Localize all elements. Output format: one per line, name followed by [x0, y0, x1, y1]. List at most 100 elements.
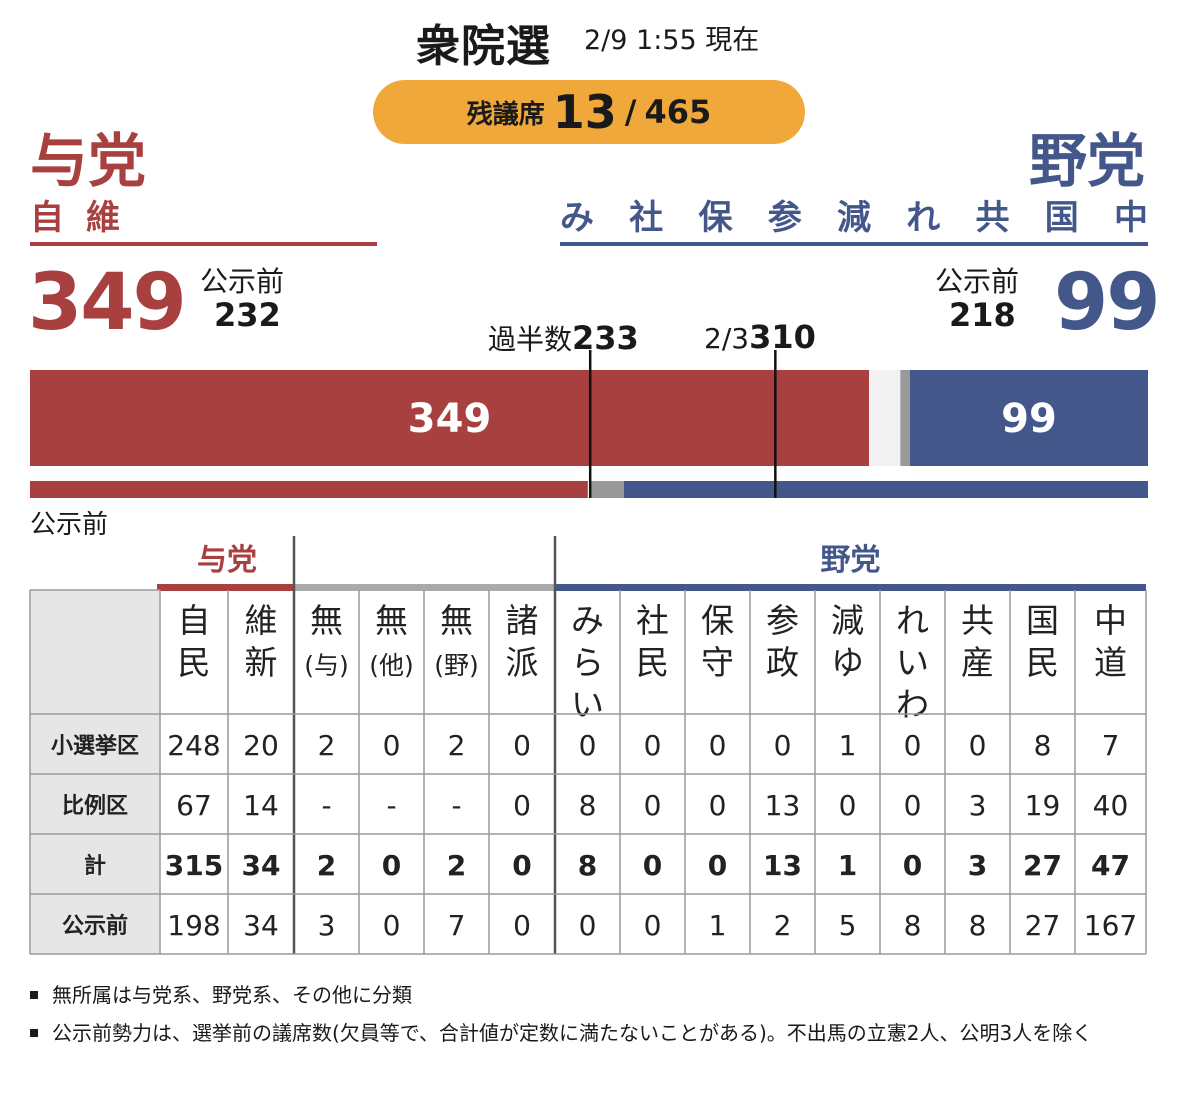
column-header-char: 共	[961, 601, 994, 640]
opposition-pre-value: 218	[949, 296, 1016, 334]
pre-bar-label: 公示前	[30, 510, 109, 540]
opposition-rule	[560, 242, 1148, 246]
remaining-seats-badge: 残議席 13 / 465	[373, 80, 805, 144]
table-cell: 2	[448, 729, 466, 762]
table-cell: 20	[243, 729, 279, 762]
note-text: 無所属は与党系、野党系、その他に分類	[52, 983, 412, 1007]
table-cell: 8	[579, 789, 597, 822]
bullet-icon	[30, 990, 38, 999]
opposition-total: 99	[1054, 258, 1161, 348]
column-header-char: 政	[766, 643, 799, 682]
table-cell: 1	[838, 849, 857, 882]
column-header-char: い	[571, 685, 604, 724]
timestamp: 2/9 1:55 現在	[584, 25, 760, 56]
column-header-char: 自	[178, 601, 211, 640]
table-cell: 8	[904, 909, 922, 942]
table-cell: 0	[579, 729, 597, 762]
column-header-char: 新	[245, 643, 278, 682]
total-seats: 465	[644, 93, 712, 131]
table-cell: 0	[644, 789, 662, 822]
twothirds-value: 310	[749, 318, 816, 356]
opposition-party: 中	[1114, 198, 1148, 238]
table-cell: 14	[243, 789, 279, 822]
column-header-char: 民	[178, 643, 211, 682]
table-cell: -	[451, 789, 461, 822]
table-cell: 2	[774, 909, 792, 942]
column-header-char: 民	[636, 643, 669, 682]
table-cell: 34	[242, 849, 281, 882]
bar-ruling-current	[30, 370, 870, 466]
group-bar-other	[294, 584, 555, 591]
table-cell: 5	[839, 909, 857, 942]
table-cell: 13	[765, 789, 801, 822]
table-cell: 34	[243, 909, 279, 942]
column-header-char: 守	[701, 643, 734, 682]
ruling-pre-value: 232	[214, 296, 281, 334]
opposition-pre-label: 公示前	[935, 265, 1020, 298]
page-title: 衆院選	[416, 21, 551, 72]
bar-ruling-pre	[30, 481, 588, 498]
bar-opposition-current	[909, 370, 1148, 466]
bullet-icon	[30, 1028, 38, 1037]
table-cell: 8	[578, 849, 597, 882]
table-cell: 248	[167, 729, 220, 762]
twothirds-text: 2/3	[704, 322, 750, 355]
table-cell: 0	[774, 729, 792, 762]
twothirds-label: 2/3310	[704, 318, 816, 356]
opposition-party: 社	[629, 198, 664, 238]
ruling-label: 与党	[30, 127, 147, 195]
opposition-party: 共	[975, 198, 1010, 238]
column-header-char: (与)	[304, 651, 349, 680]
bar-other-pre	[590, 481, 624, 498]
table-cell: 0	[579, 909, 597, 942]
table-cell: 0	[708, 849, 727, 882]
table-cell: 8	[1034, 729, 1052, 762]
column-header-char: ゆ	[831, 643, 864, 682]
table-cell: 0	[383, 729, 401, 762]
opposition-party: 保	[698, 198, 733, 238]
group-bar-opposition	[555, 584, 1146, 591]
row-label: 計	[84, 853, 106, 879]
bar-label-ruling: 349	[408, 396, 492, 442]
column-header-char: ら	[571, 643, 604, 682]
column-header-char: み	[571, 601, 604, 640]
majority-label: 過半数233	[488, 318, 639, 358]
table-cell: 7	[448, 909, 466, 942]
table-cell: 40	[1093, 789, 1129, 822]
group-label-ruling: 与党	[197, 543, 257, 578]
note-text: 公示前勢力は、選挙前の議席数(欠員等で、合計値が定数に満たないことがある)。不出…	[52, 1021, 1093, 1045]
table-cell: 0	[643, 849, 662, 882]
column-header-char: 中	[1094, 601, 1127, 640]
table-cell: -	[321, 789, 331, 822]
column-header-char: (野)	[434, 651, 479, 680]
table-cell: 0	[513, 909, 531, 942]
table-cell: 0	[904, 789, 922, 822]
column-header-char: 無	[440, 601, 473, 640]
table-cell: 3	[318, 909, 336, 942]
column-header-char: わ	[896, 685, 929, 724]
table-cell: 0	[903, 849, 922, 882]
table-cell: 67	[176, 789, 212, 822]
opposition-party: 国	[1044, 198, 1079, 238]
table-cell: 0	[383, 909, 401, 942]
opposition-party: 参	[767, 198, 802, 238]
row-label-bg	[30, 590, 160, 954]
column-header-char: 諸	[506, 601, 539, 640]
table-cell: 0	[513, 789, 531, 822]
remaining-separator: /	[624, 93, 637, 131]
note-item: 公示前勢力は、選挙前の議席数(欠員等で、合計値が定数に満たないことがある)。不出…	[30, 1018, 1150, 1048]
table-cell: 3	[969, 789, 987, 822]
opposition-party: み	[560, 198, 594, 238]
table-cell: 1	[839, 729, 857, 762]
opposition-party: 減	[837, 198, 871, 238]
table-cell: 0	[644, 909, 662, 942]
row-label: 比例区	[62, 794, 128, 819]
majority-value: 233	[572, 319, 639, 357]
table-cell: 19	[1025, 789, 1061, 822]
remaining-label: 残議席	[466, 99, 545, 130]
table-cell: 27	[1025, 909, 1061, 942]
table-cell: 13	[763, 849, 802, 882]
table-cell: 2	[447, 849, 466, 882]
table-cell: -	[386, 789, 396, 822]
table-cell: 198	[167, 909, 220, 942]
